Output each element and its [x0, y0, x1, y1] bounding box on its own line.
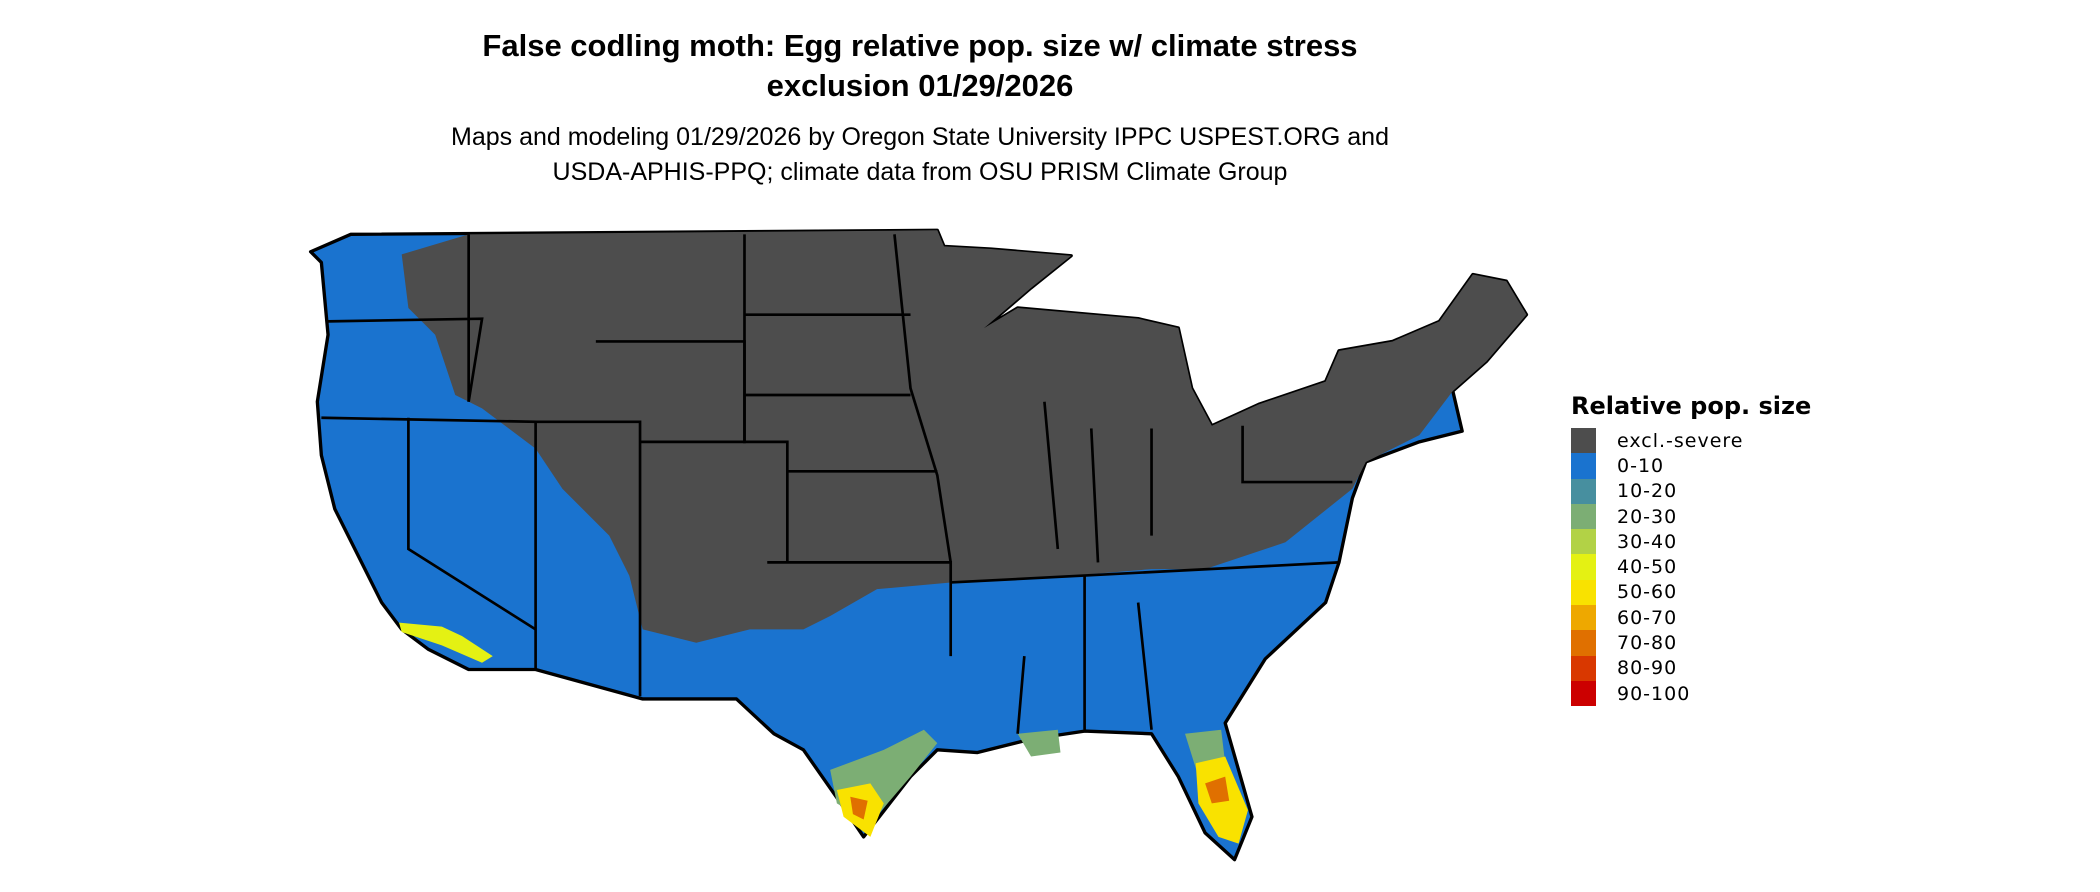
legend-label: 50-60 [1617, 581, 1678, 604]
map-subtitle-line1: Maps and modeling 01/29/2026 by Oregon S… [451, 123, 1389, 151]
region-20-30-louisiana [1017, 729, 1061, 757]
legend-item: excl.-severe [1571, 428, 1811, 454]
legend-title: Relative pop. size [1571, 392, 1812, 420]
legend-label: 30-40 [1617, 530, 1678, 553]
legend-item: 0-10 [1571, 453, 1811, 479]
legend-swatch [1571, 655, 1596, 681]
legend-swatch [1571, 605, 1596, 631]
excluded-region [401, 230, 1527, 643]
legend-item: 50-60 [1571, 579, 1811, 606]
map-subtitle-line2: USDA-APHIS-PPQ; climate data from OSU PR… [552, 158, 1288, 186]
map-title-line1: False codling moth: Egg relative pop. si… [482, 28, 1358, 63]
legend-label: 20-30 [1617, 505, 1678, 528]
region-40-50-socal [399, 622, 493, 663]
legend-swatch [1571, 529, 1596, 555]
legend-swatch [1571, 680, 1596, 707]
legend-label: 10-20 [1617, 480, 1678, 503]
region-70-80-florida [1205, 776, 1230, 804]
legend-swatch [1571, 579, 1596, 606]
legend-item: 10-20 [1571, 478, 1811, 504]
legend-label: 40-50 [1617, 556, 1678, 579]
legend-item: 20-30 [1571, 503, 1811, 530]
legend-item: 60-70 [1571, 605, 1811, 631]
legend-label: 70-80 [1617, 632, 1678, 655]
legend-label: 90-100 [1617, 682, 1691, 705]
state-borders [321, 234, 1353, 734]
legend-item: 40-50 [1571, 554, 1811, 580]
legend-label: 0-10 [1617, 454, 1665, 477]
legend-item: 90-100 [1571, 680, 1811, 707]
map-title-line2: exclusion 01/29/2026 [766, 68, 1074, 103]
legend-label: 80-90 [1617, 657, 1678, 680]
legend-swatch [1571, 453, 1596, 479]
legend-label: 60-70 [1617, 606, 1678, 629]
legend-swatch [1571, 554, 1596, 580]
legend-swatch [1571, 630, 1596, 656]
legend-item: 70-80 [1571, 630, 1811, 656]
legend: Relative pop. size excl.-severe 0-10 10-20… [1571, 392, 1812, 707]
region-70-80-texas [850, 796, 868, 820]
legend-swatch [1571, 478, 1596, 504]
legend-swatch [1571, 503, 1596, 530]
legend-swatch [1571, 428, 1596, 454]
legend-item: 80-90 [1571, 655, 1811, 681]
legend-label: excl.-severe [1617, 429, 1744, 452]
legend-item: 30-40 [1571, 529, 1811, 555]
